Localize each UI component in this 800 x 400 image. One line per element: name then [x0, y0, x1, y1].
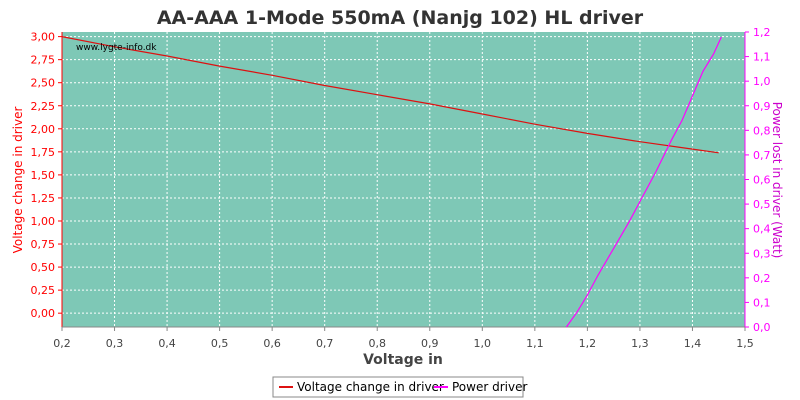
- y-left-tick-label: 0,75: [31, 238, 56, 251]
- y-left-tick-label: 2,75: [31, 54, 56, 67]
- plot-area: [62, 32, 745, 327]
- y-right-tick-label: 1,2: [753, 26, 771, 39]
- x-tick-label: 0,3: [106, 337, 124, 350]
- y-right-tick-label: 0,0: [753, 321, 771, 334]
- legend-box: [272, 376, 524, 398]
- y-right-tick-label: 0,2: [753, 272, 771, 285]
- y-left-axis-title: Voltage change in driver: [11, 107, 25, 254]
- y-right-tick-label: 1,0: [753, 75, 771, 88]
- y-left-tick-label: 3,00: [31, 31, 56, 44]
- x-tick-label: 1,4: [684, 337, 702, 350]
- x-tick-label: 0,5: [211, 337, 229, 350]
- x-tick-label: 0,7: [316, 337, 334, 350]
- y-right-tick-label: 0,4: [753, 223, 771, 236]
- y-left-tick-label: 0,25: [31, 284, 56, 297]
- x-tick-label: 1,3: [631, 337, 649, 350]
- y-right-axis-title: Power lost in driver (Watt): [770, 102, 784, 259]
- y-left-tick-label: 1,50: [31, 169, 56, 182]
- series-line-power: [565, 36, 722, 328]
- y-right-tick-label: 0,9: [753, 100, 771, 113]
- y-right-tick-label: 0,7: [753, 149, 771, 162]
- y-right-tick-label: 1,1: [753, 51, 771, 64]
- y-right-tick-label: 0,3: [753, 247, 771, 260]
- y-right-tick-label: 0,5: [753, 198, 771, 211]
- series-layer: [61, 36, 722, 328]
- y-left-tick-label: 0,00: [31, 307, 56, 320]
- y-left-tick-label: 2,50: [31, 77, 56, 90]
- axes: [58, 31, 749, 331]
- y-left-tick-label: 1,75: [31, 146, 56, 159]
- grid: [61, 32, 746, 327]
- y-right-tick-label: 0,6: [753, 174, 771, 187]
- x-axis-title: Voltage in: [363, 352, 443, 368]
- y-right-tick-labels: 0,0 0,1 0,2 0,3 0,4 0,5 0,6 0,7 0,8 0,9 1,0 1,1 1,2: [753, 26, 771, 334]
- legend-label-voltage: Voltage change in driver: [297, 380, 444, 394]
- y-left-tick-label: 1,00: [31, 215, 56, 228]
- y-left-tick-label: 2,00: [31, 123, 56, 136]
- watermark: www.lygte-info.dk: [76, 43, 157, 53]
- x-tick-label: 0,6: [263, 337, 281, 350]
- x-tick-label: 0,9: [421, 337, 439, 350]
- y-left-tick-label: 2,25: [31, 100, 56, 113]
- y-right-tick-label: 0,8: [753, 124, 771, 137]
- x-tick-label: 1,1: [526, 337, 544, 350]
- x-tick-labels: 0,2 0,3 0,4 0,5 0,6 0,7 0,8 0,9 1,0 1,1 1,2 1,3 1,4 1…: [53, 337, 754, 350]
- chart-title: AA-AAA 1-Mode 550mA (Nanjg 102) HL drive…: [157, 7, 644, 29]
- legend-label-power: Power driver: [452, 380, 527, 394]
- x-tick-label: 0,2: [53, 337, 71, 350]
- x-tick-label: 1,0: [474, 337, 492, 350]
- x-tick-label: 1,5: [736, 337, 754, 350]
- series-line-voltage-change: [61, 36, 719, 154]
- y-left-tick-labels: 0,00 0,25 0,50 0,75 1,00 1,25 1,50 1,75 2,00 2,25…: [31, 31, 56, 321]
- y-right-tick-label: 0,1: [753, 296, 771, 309]
- x-tick-label: 1,2: [579, 337, 597, 350]
- x-tick-label: 0,4: [158, 337, 176, 350]
- y-left-tick-label: 0,50: [31, 261, 56, 274]
- legend: Voltage change in driver Power driver: [272, 376, 527, 398]
- x-tick-label: 0,8: [368, 337, 386, 350]
- y-left-tick-label: 1,25: [31, 192, 56, 205]
